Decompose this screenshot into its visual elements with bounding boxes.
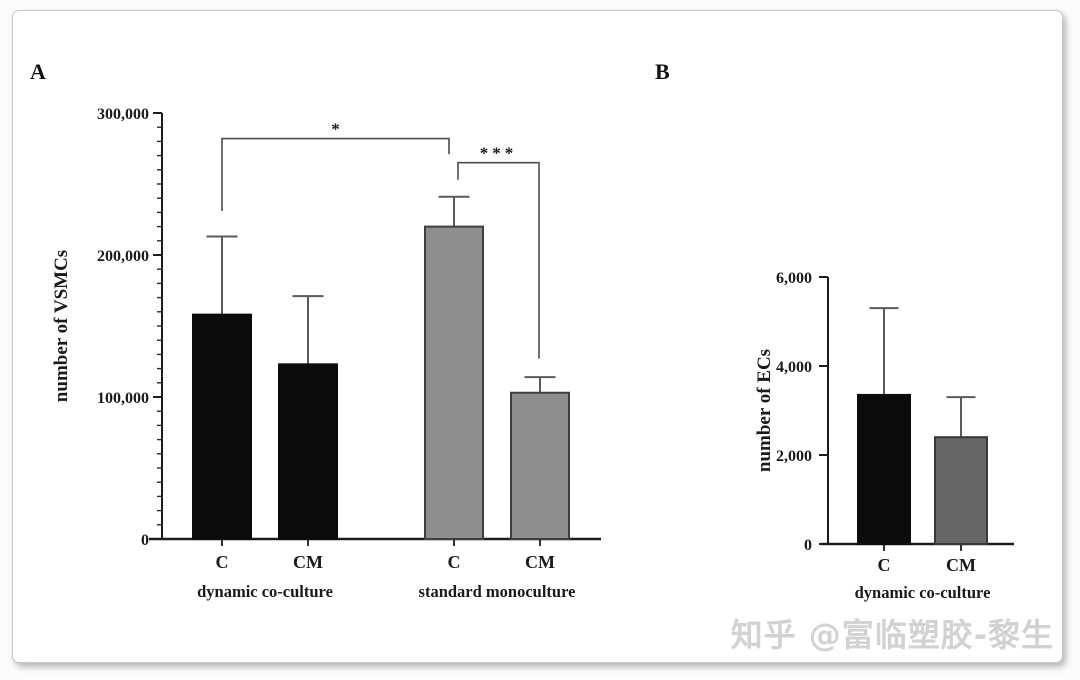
group-label: dynamic co-culture bbox=[855, 583, 991, 602]
y-tick-label: 100,000 bbox=[97, 390, 149, 407]
panel-letter-A: A bbox=[30, 59, 46, 84]
panel-letter-B: B bbox=[655, 59, 670, 84]
y-axis-title: number of ECs bbox=[754, 349, 775, 472]
y-tick-label: 0 bbox=[804, 537, 812, 554]
bar-cm-1 bbox=[934, 436, 988, 546]
group-label: dynamic co-culture bbox=[197, 582, 333, 601]
figure-canvas: 0 100,000 200,000 300,000 number of VSMCs C CM… bbox=[51, 106, 1014, 602]
watermark: 知乎 @富临塑胶-黎生 bbox=[730, 616, 1054, 654]
y-tick-label: 200,000 bbox=[97, 248, 149, 265]
significance-bracket bbox=[221, 137, 450, 211]
chart-panel-B: 0 2,000 4,000 6,000 number of ECs C CM dynamic … bbox=[754, 270, 1014, 602]
bar-c-0 bbox=[192, 313, 252, 541]
bar-c-2 bbox=[424, 225, 484, 540]
y-tick-label: 2,000 bbox=[776, 448, 812, 465]
category-label: C bbox=[878, 555, 891, 575]
y-tick-label: 4,000 bbox=[776, 359, 812, 376]
category-label: C bbox=[448, 552, 461, 572]
figure-card: A B 0 100,000 200,000 300,000 number of VSMC… bbox=[12, 10, 1063, 663]
category-label: CM bbox=[946, 555, 976, 575]
bar-cm-1 bbox=[278, 363, 338, 540]
y-tick-label: 0 bbox=[141, 532, 149, 549]
y-tick-label: 300,000 bbox=[97, 106, 149, 123]
category-label: CM bbox=[525, 552, 555, 572]
significance-label: *** bbox=[480, 144, 518, 163]
bar-c-0 bbox=[857, 393, 911, 545]
chart-panel-A: 0 100,000 200,000 300,000 number of VSMCs C CM… bbox=[51, 106, 601, 601]
significance-bracket bbox=[457, 161, 540, 359]
group-label: standard monoculture bbox=[419, 582, 576, 601]
significance-label: * bbox=[331, 120, 340, 139]
y-tick-label: 6,000 bbox=[776, 270, 812, 287]
category-label: C bbox=[216, 552, 229, 572]
y-axis-title: number of VSMCs bbox=[51, 250, 72, 402]
bar-cm-3 bbox=[510, 391, 570, 540]
category-label: CM bbox=[293, 552, 323, 572]
